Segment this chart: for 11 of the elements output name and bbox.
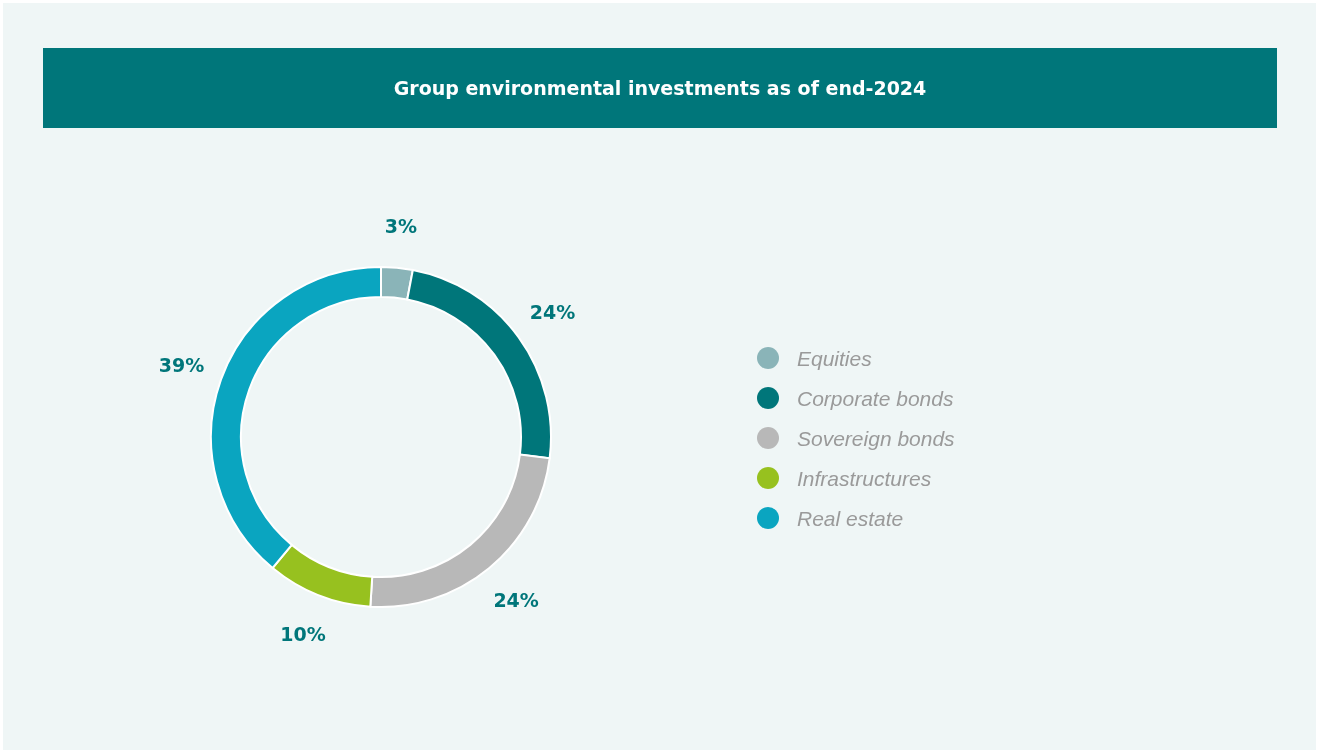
legend-label: Real estate — [797, 506, 904, 530]
legend-label: Infrastructures — [797, 466, 932, 490]
legend-label: Corporate bonds — [797, 386, 954, 410]
data-label: 10% — [280, 623, 326, 646]
legend-label: Sovereign bonds — [797, 426, 956, 450]
data-label: 3% — [384, 214, 418, 237]
data-label: 24% — [493, 589, 539, 612]
data-label: 24% — [529, 301, 576, 324]
data-label: 39% — [158, 354, 205, 377]
chart-title: Group environmental investments as of end-2024 — [393, 77, 927, 99]
legend-label: Equities — [797, 346, 873, 370]
